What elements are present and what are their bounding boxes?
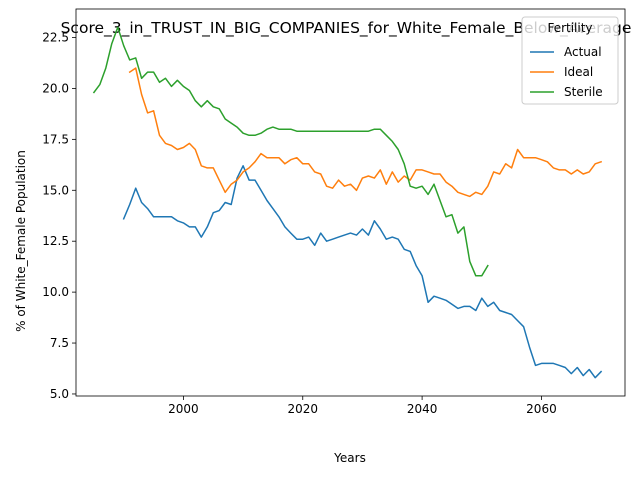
series-line-sterile xyxy=(92,26,489,277)
x-tick-label: 2040 xyxy=(407,402,438,416)
x-tick-label: 2020 xyxy=(287,402,318,416)
axes-frame xyxy=(75,8,626,397)
y-axis: 5.0 7.5 10.0 12.5 15.0 17.5 20.0 22.5 xyxy=(42,31,76,401)
x-tick-label: 2000 xyxy=(168,402,199,416)
legend-label-sterile: Sterile xyxy=(564,85,603,99)
y-tick-label: 5.0 xyxy=(50,387,69,401)
legend-box xyxy=(521,16,619,105)
y-tick-label: 17.5 xyxy=(42,132,69,146)
x-axis-label: Years xyxy=(333,451,366,465)
y-tick-label: 12.5 xyxy=(42,234,69,248)
legend-label-actual: Actual xyxy=(564,45,602,59)
y-tick-label: 10.0 xyxy=(42,285,69,299)
y-tick-label: 20.0 xyxy=(42,81,69,95)
legend-title: Fertility xyxy=(547,21,592,35)
series-line-actual xyxy=(122,165,603,379)
y-axis-label: % of White_Female Population xyxy=(14,150,28,332)
y-tick-label: 7.5 xyxy=(50,336,69,350)
x-axis: 2000 2020 2040 2060 xyxy=(168,396,557,416)
y-tick-label: 15.0 xyxy=(42,183,69,197)
legend-label-ideal: Ideal xyxy=(564,65,593,79)
chart-title: Score_3_in_TRUST_IN_BIG_COMPANIES_for_Wh… xyxy=(61,19,632,38)
legend: Fertility Actual Ideal Sterile xyxy=(521,16,619,105)
plot-area xyxy=(75,8,626,397)
y-tick-label: 22.5 xyxy=(42,31,69,45)
x-tick-label: 2060 xyxy=(526,402,557,416)
legend-entries: Actual Ideal Sterile xyxy=(530,45,603,99)
series-line-ideal xyxy=(128,67,603,198)
